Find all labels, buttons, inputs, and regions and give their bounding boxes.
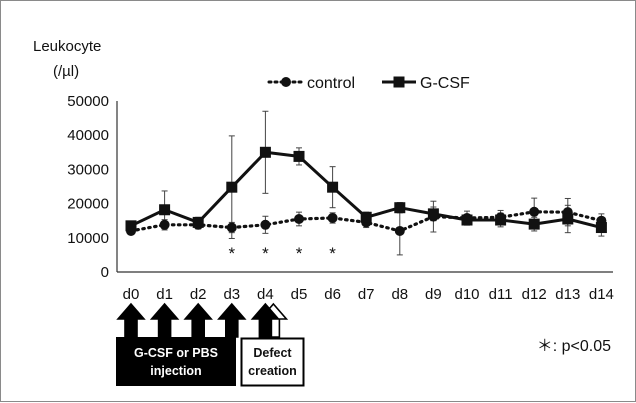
x-tick-label: d2 bbox=[190, 286, 207, 303]
x-tick-label: d10 bbox=[454, 286, 479, 303]
injection-arrow bbox=[217, 302, 247, 338]
x-tick-label: d6 bbox=[324, 286, 341, 303]
defect-label-line1: Defect bbox=[253, 346, 292, 360]
control-point bbox=[159, 219, 170, 230]
significance-asterisk: * bbox=[329, 244, 336, 263]
gcsf-point bbox=[192, 216, 204, 228]
gcsf-point bbox=[495, 214, 507, 226]
gcsf-point bbox=[159, 204, 171, 216]
significance-asterisk: * bbox=[262, 244, 269, 263]
gcsf-point bbox=[259, 146, 271, 158]
legend: control G-CSF bbox=[267, 75, 470, 92]
gcsf-point bbox=[394, 202, 406, 214]
y-tick-label: 0 bbox=[101, 264, 109, 281]
y-tick-label: 50000 bbox=[67, 93, 109, 110]
x-tick-label: d8 bbox=[391, 286, 408, 303]
defect-box bbox=[240, 337, 305, 387]
x-tick-label: d4 bbox=[257, 286, 274, 303]
injection-arrow bbox=[149, 302, 180, 338]
control-point bbox=[394, 225, 405, 236]
ylabel-line2: (/µl) bbox=[53, 63, 79, 80]
series-markers bbox=[125, 146, 607, 236]
y-tick-label: 20000 bbox=[67, 196, 109, 213]
injection-label-line1: G-CSF or PBS bbox=[134, 346, 218, 360]
control-point bbox=[260, 219, 271, 230]
injection-label-line2: injection bbox=[150, 364, 201, 378]
x-tick-label: d13 bbox=[555, 286, 580, 303]
gcsf-point bbox=[461, 214, 473, 226]
control-point bbox=[294, 213, 304, 224]
x-tick-label: d12 bbox=[522, 286, 547, 303]
x-tick-label: d9 bbox=[425, 286, 442, 303]
significance-asterisk: * bbox=[228, 244, 235, 263]
legend-control-marker bbox=[281, 77, 291, 87]
legend-control-label: control bbox=[307, 75, 355, 92]
gcsf-point bbox=[427, 208, 439, 220]
gcsf-point bbox=[595, 222, 607, 234]
control-point bbox=[327, 212, 338, 223]
x-tick-label: d14 bbox=[589, 286, 614, 303]
x-tick-label: d5 bbox=[291, 286, 308, 303]
injection-arrow bbox=[183, 302, 213, 338]
x-tick-label: d7 bbox=[358, 286, 375, 303]
x-tick-label: d1 bbox=[156, 286, 173, 303]
gcsf-point bbox=[226, 181, 238, 193]
injection-box bbox=[116, 337, 236, 386]
gcsf-point bbox=[327, 181, 339, 193]
gcsf-point bbox=[562, 213, 574, 225]
legend-gcsf-marker bbox=[393, 76, 405, 88]
x-tick-label: d3 bbox=[223, 286, 240, 303]
x-tick-label: d0 bbox=[123, 286, 140, 303]
error-bars bbox=[128, 110, 605, 256]
y-tick-label: 10000 bbox=[67, 230, 109, 247]
gcsf-point bbox=[125, 220, 137, 232]
y-tick-label: 30000 bbox=[67, 161, 109, 178]
injection-arrow bbox=[116, 302, 146, 338]
x-tick-label: d11 bbox=[489, 286, 513, 303]
y-tick-label: 40000 bbox=[67, 127, 109, 144]
significance-note: ＊: p<0.05 bbox=[537, 338, 611, 355]
gcsf-point bbox=[360, 211, 372, 223]
gcsf-point bbox=[293, 150, 305, 162]
gcsf-point bbox=[528, 218, 540, 230]
significance-asterisk: * bbox=[296, 244, 303, 263]
legend-gcsf-label: G-CSF bbox=[420, 75, 470, 92]
injection-arrow bbox=[250, 302, 281, 338]
injection-arrows bbox=[116, 302, 289, 338]
control-point bbox=[226, 222, 237, 233]
ylabel-line1: Leukocyte bbox=[33, 38, 101, 55]
control-point bbox=[529, 206, 540, 217]
defect-label-line2: creation bbox=[248, 364, 297, 378]
